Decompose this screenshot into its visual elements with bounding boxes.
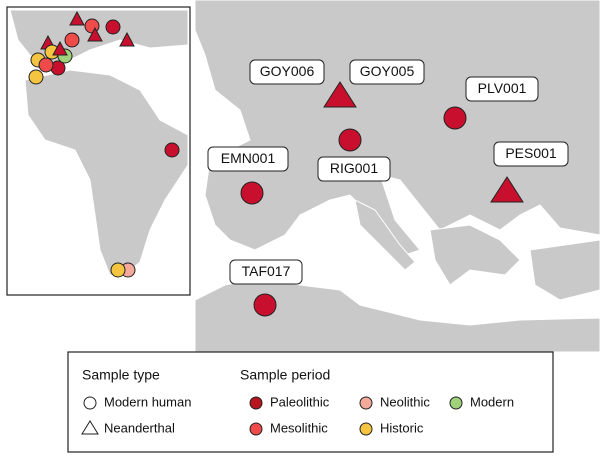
legend-title: Sample period [240,367,330,383]
marker [110,262,126,278]
legend-item: Neanderthal [104,420,175,435]
legend-symbol [359,396,373,410]
italy-land [354,199,416,271]
site-label: EMN001 [221,150,276,166]
legend-symbol [249,396,263,410]
site-label: GOY005 [360,63,415,79]
site-label: PES001 [505,145,557,161]
site-label: PLV001 [478,80,527,96]
legend-symbol [83,396,97,410]
marker [64,32,80,48]
legend-item: Modern human [104,394,191,409]
label-box [249,59,325,85]
label-box [229,259,303,285]
marker [164,142,180,158]
marker [87,26,103,42]
legend-item: Paleolithic [270,394,330,409]
marker [69,10,85,26]
site-labels: GOY006 GOY005 PLV001 PES001 EMN001 RIG00… [207,59,569,285]
marker [119,31,135,47]
legend-symbol [359,422,373,436]
marker [443,106,467,130]
label-box [493,141,569,167]
legend-item: Mesolithic [270,420,328,435]
legend-symbol [449,396,463,410]
marker [490,176,524,203]
site-label: RIG001 [330,160,378,176]
balkans-land [429,224,521,286]
marker [240,181,264,205]
legend-item: Historic [380,420,424,435]
legend-frame [67,351,554,453]
marker [38,57,54,73]
legend-item: Modern [470,394,514,409]
label-box [465,76,539,102]
inset-map [6,6,191,296]
legend-symbol [81,420,99,435]
label-box [317,156,391,182]
legend-item: Neolithic [380,394,430,409]
inset-africa [24,69,189,276]
site-label: GOY006 [260,63,315,79]
label-box [349,59,425,85]
site-markers [240,81,524,317]
legend-title: Sample type [82,367,160,383]
legend: Sample type Modern human Neanderthal Sam… [67,351,554,453]
marker [338,128,362,152]
inset-markers [28,10,180,278]
label-box [207,146,289,172]
site-label: TAF017 [242,263,291,279]
africa-north-land [194,277,600,353]
marker [253,293,277,317]
marker [28,69,44,85]
marker [323,81,357,108]
legend-symbol [249,422,263,436]
anatolia-land [529,239,600,301]
europe-land [194,0,600,256]
marker [52,40,68,56]
marker [105,19,121,35]
